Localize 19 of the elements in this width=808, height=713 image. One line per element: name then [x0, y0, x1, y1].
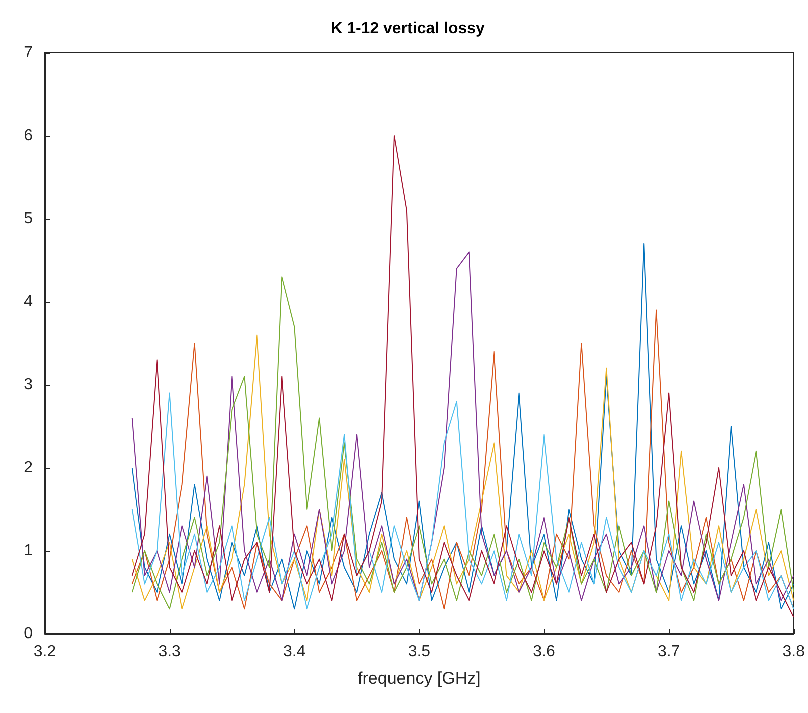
y-tick-label: 0 — [24, 626, 34, 642]
line-series — [132, 392, 794, 610]
x-tick-label: 3.3 — [158, 644, 182, 660]
x-tick-label: 3.4 — [284, 644, 306, 660]
x-tick-label: 3.7 — [658, 644, 680, 660]
x-axis-title: frequency [GHz] — [358, 669, 481, 688]
y-tick-label: 6 — [24, 128, 34, 144]
y-tick-label: 3 — [24, 376, 34, 394]
y-tick-label: 1 — [24, 542, 34, 560]
y-tick-label: 2 — [24, 460, 34, 476]
chart-title: K 1-12 vertical lossy — [331, 20, 486, 38]
y-tick-label: 5 — [24, 210, 34, 228]
line-series — [132, 136, 794, 618]
x-tick-label: 3.6 — [533, 644, 556, 660]
x-tick-label: 3.8 — [782, 644, 806, 660]
x-tick-label: 3.2 — [34, 644, 56, 660]
y-tick-label: 7 — [24, 44, 34, 62]
y-tick-label: 4 — [24, 294, 34, 310]
x-tick-label: 3.5 — [408, 644, 431, 660]
